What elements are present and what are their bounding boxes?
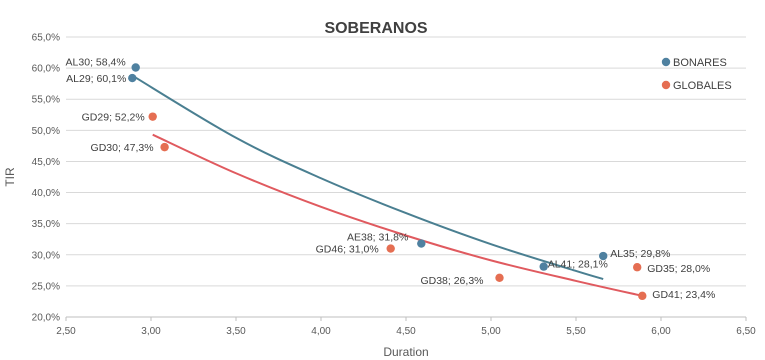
x-tick-label: 5,00 bbox=[481, 326, 501, 337]
data-point-globales bbox=[638, 291, 647, 301]
axes: 20,0% 25,0% 30,0% 35,0% 40,0% 45,0% 50,0% 55,0%… bbox=[32, 33, 757, 338]
data-point-bonares bbox=[539, 262, 548, 271]
y-tick-label: 25,0% bbox=[32, 281, 60, 292]
data-label: GD41; 23,4% bbox=[652, 289, 715, 301]
x-tick-label: 5,50 bbox=[566, 326, 586, 337]
data-point-bonares bbox=[599, 251, 608, 261]
y-tick-label: 35,0% bbox=[32, 219, 60, 230]
x-tick-label: 3,50 bbox=[226, 326, 246, 337]
data-point-globales bbox=[495, 273, 504, 282]
legend-label: BONARES bbox=[673, 57, 727, 69]
x-tick-label: 4,00 bbox=[311, 326, 331, 337]
data-label: GD29; 52,2% bbox=[82, 112, 145, 124]
trendlines bbox=[131, 74, 643, 297]
x-tick-label: 3,00 bbox=[141, 326, 161, 337]
y-tick-label: 55,0% bbox=[32, 95, 60, 106]
legend-marker bbox=[661, 80, 671, 90]
data-label: GD30; 47,3% bbox=[91, 142, 154, 154]
y-tick-label: 45,0% bbox=[32, 157, 60, 168]
data-label: AE38; 31,8% bbox=[347, 232, 408, 244]
y-tick-label: 40,0% bbox=[32, 188, 60, 199]
data-label: GD35; 28,0% bbox=[647, 263, 710, 275]
y-tick-label: 30,0% bbox=[32, 250, 60, 261]
chart-title: SOBERANOS bbox=[324, 20, 427, 37]
x-tick-label: 2,50 bbox=[56, 326, 76, 337]
legend-marker bbox=[661, 57, 671, 67]
data-label: AL29; 60,1% bbox=[66, 73, 126, 85]
data-point-globales bbox=[148, 112, 157, 121]
gridlines bbox=[66, 36, 746, 318]
legend: BONARES GLOBALES bbox=[661, 57, 732, 92]
data-point-globales bbox=[633, 263, 642, 272]
data-point-globales bbox=[386, 244, 395, 253]
trendline-bonares bbox=[131, 74, 604, 281]
data-point-bonares bbox=[131, 63, 140, 72]
x-axis-label: Duration bbox=[383, 345, 428, 359]
x-tick-label: 6,00 bbox=[651, 326, 671, 337]
data-point-bonares bbox=[128, 73, 137, 83]
y-tick-label: 20,0% bbox=[32, 313, 60, 324]
data-labels: AL30; 58,4% AL29; 60,1% AE38; 31,8% AL41; 2… bbox=[66, 56, 716, 300]
data-label: GD46; 31,0% bbox=[316, 244, 379, 256]
trendline-globales bbox=[152, 133, 643, 297]
y-axis-label: TIR bbox=[3, 167, 17, 187]
data-point-globales bbox=[160, 142, 169, 152]
data-label: AL30; 58,4% bbox=[66, 56, 126, 68]
data-label: AL35; 29,8% bbox=[610, 248, 670, 260]
data-point-bonares bbox=[417, 239, 426, 248]
y-tick-label: 50,0% bbox=[32, 126, 60, 137]
data-points bbox=[128, 63, 647, 301]
data-label: GD38; 26,3% bbox=[420, 275, 483, 287]
x-tick-label: 6,50 bbox=[736, 326, 756, 337]
y-tick-label: 60,0% bbox=[32, 64, 60, 75]
data-label: AL41; 28,1% bbox=[548, 259, 608, 271]
legend-label: GLOBALES bbox=[673, 80, 732, 92]
x-tick-label: 4,50 bbox=[396, 326, 416, 337]
y-tick-label: 65,0% bbox=[32, 33, 60, 44]
